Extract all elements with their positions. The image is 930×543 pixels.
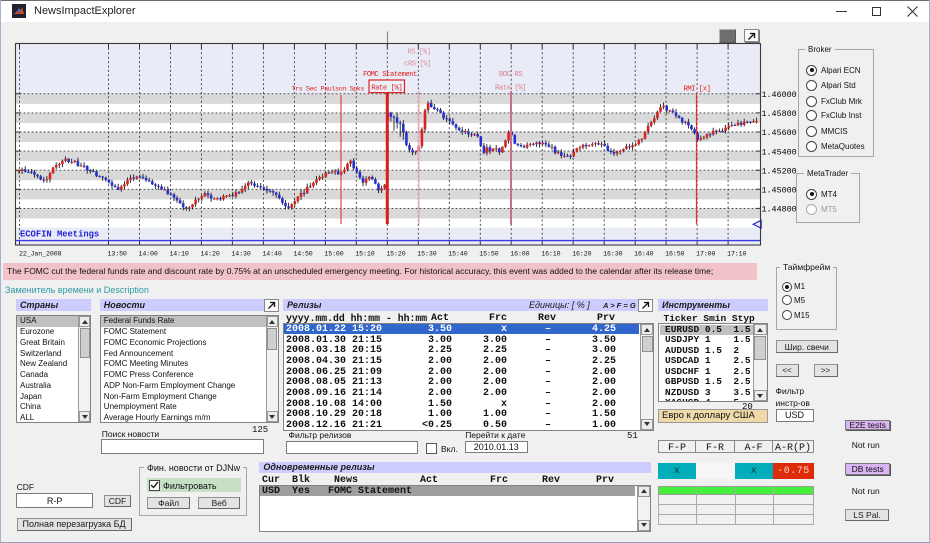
svg-text:1.44800: 1.44800 <box>762 205 797 215</box>
svg-text:Rate [%]: Rate [%] <box>495 85 526 93</box>
svg-text:1.45400: 1.45400 <box>762 147 797 157</box>
svg-text:14:50: 14:50 <box>293 251 312 258</box>
svg-text:1.45600: 1.45600 <box>762 128 797 138</box>
svg-text:RMI [x]: RMI [x] <box>683 86 710 94</box>
svg-text:15:50: 15:50 <box>479 251 498 258</box>
svg-text:16:50: 16:50 <box>665 251 684 258</box>
svg-text:FOMC Statement: FOMC Statement <box>363 71 417 79</box>
svg-text:1.46000: 1.46000 <box>762 90 797 100</box>
svg-text:14:30: 14:30 <box>231 251 250 258</box>
svg-text:17:10: 17:10 <box>727 251 746 258</box>
svg-text:16:20: 16:20 <box>572 251 591 258</box>
svg-text:16:40: 16:40 <box>634 251 653 258</box>
svg-text:15:40: 15:40 <box>448 251 467 258</box>
svg-text:1.45800: 1.45800 <box>762 109 797 119</box>
svg-text:15:10: 15:10 <box>355 251 374 258</box>
svg-text:15:00: 15:00 <box>324 251 343 258</box>
svg-text:ECOFIN Meetings: ECOFIN Meetings <box>20 229 99 239</box>
svg-text:22_Jan_2008: 22_Jan_2008 <box>19 251 62 258</box>
svg-text:17:00: 17:00 <box>696 251 715 258</box>
svg-text:14:40: 14:40 <box>262 251 281 258</box>
svg-text:14:20: 14:20 <box>200 251 219 258</box>
svg-text:16:00: 16:00 <box>510 251 529 258</box>
svg-text:Rate [%]: Rate [%] <box>371 85 402 93</box>
svg-text:15:20: 15:20 <box>386 251 405 258</box>
svg-text:cRS [%]: cRS [%] <box>404 61 431 69</box>
svg-text:15:30: 15:30 <box>417 251 436 258</box>
svg-text:14:00: 14:00 <box>138 251 157 258</box>
svg-text:16:10: 16:10 <box>541 251 560 258</box>
svg-text:RS [%]: RS [%] <box>407 49 430 57</box>
svg-text:14:10: 14:10 <box>169 251 188 258</box>
svg-text:1.45200: 1.45200 <box>762 166 797 176</box>
svg-text:13:50: 13:50 <box>108 251 127 258</box>
svg-text:16:30: 16:30 <box>603 251 622 258</box>
svg-text:Trs Sec Paulson Spks: Trs Sec Paulson Spks <box>291 86 364 94</box>
svg-text:1.45000: 1.45000 <box>762 186 797 196</box>
svg-text:BOC RS: BOC RS <box>499 71 522 79</box>
